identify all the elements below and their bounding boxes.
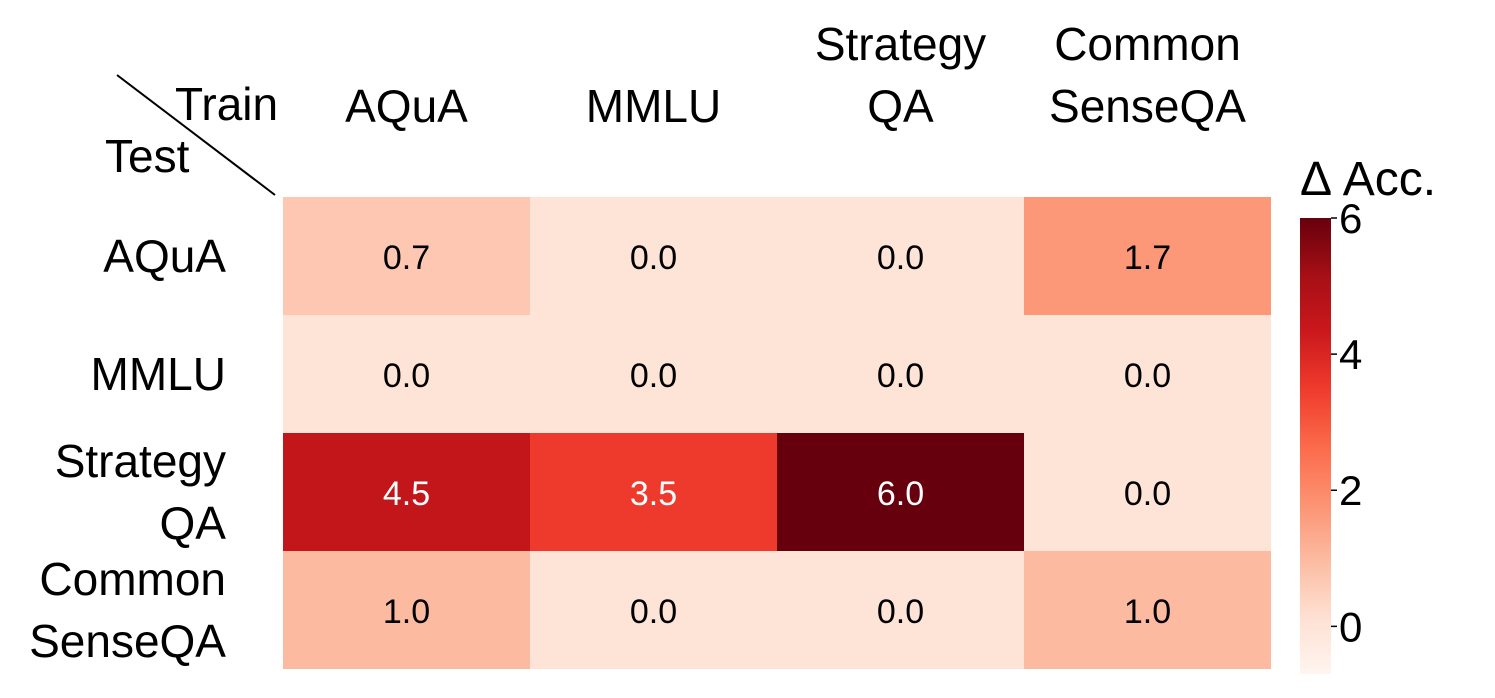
heatmap-cell <box>283 315 530 433</box>
column-label: Strategy <box>815 18 986 70</box>
cell-value-label: 0.0 <box>877 239 924 277</box>
heatmap-cell <box>1024 433 1271 551</box>
cell-value-label: 6.0 <box>877 475 924 513</box>
row-label: Strategy <box>55 435 226 487</box>
cell-value-label: 1.0 <box>383 593 430 631</box>
cell-value-label: 1.7 <box>1124 239 1171 277</box>
cell-value-label: 1.0 <box>1124 593 1171 631</box>
colorbar-tick-label: 2 <box>1339 467 1362 514</box>
row-label: SenseQA <box>29 615 226 667</box>
column-label: Common <box>1054 18 1241 70</box>
row-label: Common <box>39 553 226 605</box>
train-axis-label: Train <box>175 78 278 130</box>
column-label: AQuA <box>345 80 468 132</box>
heatmap-cells: 0.7 0.0 0.0 1.7 0.0 0.0 0.0 0.0 4.5 3.5 6.0 0.0 1.0 0… <box>283 197 1271 669</box>
column-label: QA <box>867 80 934 132</box>
corner-diagonal-line <box>116 74 276 196</box>
colorbar-gradient <box>1300 218 1331 674</box>
heatmap-cell <box>283 551 530 669</box>
heatmap-cell <box>530 315 777 433</box>
corner-header: Train Test <box>105 74 278 196</box>
column-labels: AQuA MMLU Strategy QA Common SenseQA <box>345 18 1246 132</box>
heatmap-cell <box>530 551 777 669</box>
heatmap-cell <box>777 315 1024 433</box>
heatmap-cell <box>530 197 777 315</box>
cell-value-label: 0.0 <box>877 593 924 631</box>
cell-value-label: 3.5 <box>630 475 677 513</box>
heatmap-cell <box>530 433 777 551</box>
colorbar-tick-label: 4 <box>1339 331 1362 378</box>
cell-value-label: 4.5 <box>383 475 430 513</box>
cell-value-label: 0.0 <box>877 357 924 395</box>
row-label: AQuA <box>103 230 226 282</box>
cell-value-label: 0.0 <box>630 239 677 277</box>
colorbar: Δ Acc. 0 2 4 6 <box>1300 153 1436 674</box>
heatmap-cell <box>283 197 530 315</box>
cell-value-label: 0.0 <box>630 357 677 395</box>
test-axis-label: Test <box>105 130 190 182</box>
cell-value-label: 0.7 <box>383 239 430 277</box>
heatmap-cell <box>777 197 1024 315</box>
heatmap-cell <box>777 551 1024 669</box>
heatmap-cell <box>1024 197 1271 315</box>
column-label: MMLU <box>586 80 721 132</box>
colorbar-title: Δ Acc. <box>1300 153 1436 206</box>
row-label: MMLU <box>91 348 226 400</box>
cell-value-label: 0.0 <box>1124 357 1171 395</box>
column-label: SenseQA <box>1049 80 1246 132</box>
colorbar-tick-label: 0 <box>1339 603 1362 650</box>
cell-value-label: 0.0 <box>383 357 430 395</box>
cell-value-label: 0.0 <box>1124 475 1171 513</box>
heatmap-cell <box>1024 315 1271 433</box>
heatmap-cell <box>283 433 530 551</box>
cell-value-label: 0.0 <box>630 593 677 631</box>
colorbar-tick-label: 6 <box>1339 195 1362 242</box>
row-label: QA <box>160 497 227 549</box>
heatmap-cell <box>1024 551 1271 669</box>
colorbar-ticks: 0 2 4 6 <box>1331 195 1362 650</box>
heatmap-cell <box>777 433 1024 551</box>
